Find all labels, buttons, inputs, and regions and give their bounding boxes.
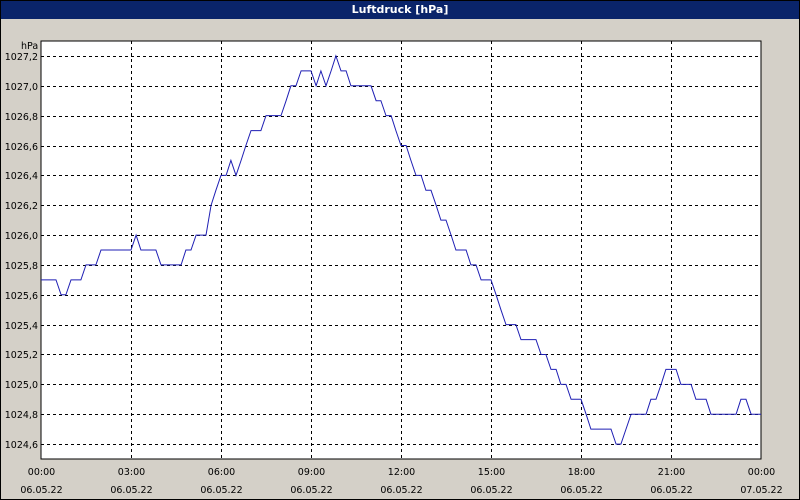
y-tick-label: 1025,2 <box>5 350 38 361</box>
y-tick-label: 1025,8 <box>5 261 38 272</box>
y-tick-label: 1025,0 <box>5 380 38 391</box>
series-group <box>41 54 761 445</box>
y-tick-label: 1026,6 <box>5 142 38 153</box>
x-tick-time-label: 18:00 <box>568 467 595 478</box>
x-tick-time-label: 00:00 <box>748 467 775 478</box>
grid-lines <box>41 41 761 459</box>
x-tick-date-label: 06.05.22 <box>560 485 602 496</box>
x-tick-date-label: 06.05.22 <box>110 485 152 496</box>
x-tick-date-label: 06.05.22 <box>380 485 422 496</box>
window-title: Luftdruck [hPa] <box>1 1 799 19</box>
pressure-chart: hPa 1024,6 1024,8 1025,0 1025,2 1025,4 1025,6… <box>5 40 783 496</box>
x-tick-date-label: 06.05.22 <box>290 485 332 496</box>
y-tick-label: 1026,4 <box>5 171 38 182</box>
y-tick-label: 1027,2 <box>5 52 38 63</box>
y-tick-label: 1027,0 <box>5 82 38 93</box>
x-tick-time-label: 00:00 <box>28 467 55 478</box>
x-tick-date-label: 06.05.22 <box>650 485 692 496</box>
x-tick-date-label: 07.05.22 <box>740 485 782 496</box>
x-tick-time-label: 15:00 <box>478 467 505 478</box>
y-axis-unit-label: hPa <box>21 41 38 52</box>
x-tick-time-label: 03:00 <box>118 467 145 478</box>
pressure-series-line <box>41 54 761 445</box>
x-tick-date-label: 06.05.22 <box>200 485 242 496</box>
x-tick-time-label: 21:00 <box>658 467 685 478</box>
y-tick-label: 1026,0 <box>5 231 38 242</box>
y-tick-label: 1025,6 <box>5 291 38 302</box>
y-tick-label: 1025,4 <box>5 321 38 332</box>
x-tick-date-label: 06.05.22 <box>20 485 62 496</box>
x-tick-date-label: 06.05.22 <box>470 485 512 496</box>
y-tick-label: 1026,8 <box>5 112 38 123</box>
x-tick-time-label: 06:00 <box>208 467 235 478</box>
y-tick-label: 1026,2 <box>5 201 38 212</box>
x-axis-ticks: 00:00 06.05.22 03:00 06.05.22 06:00 06.05.22 0… <box>20 467 782 496</box>
x-tick-time-label: 09:00 <box>298 467 325 478</box>
y-axis-ticks: 1024,6 1024,8 1025,0 1025,2 1025,4 1025,6 1025… <box>5 52 38 451</box>
y-tick-label: 1024,8 <box>5 410 38 421</box>
x-tick-time-label: 12:00 <box>388 467 415 478</box>
y-tick-label: 1024,6 <box>5 440 38 451</box>
